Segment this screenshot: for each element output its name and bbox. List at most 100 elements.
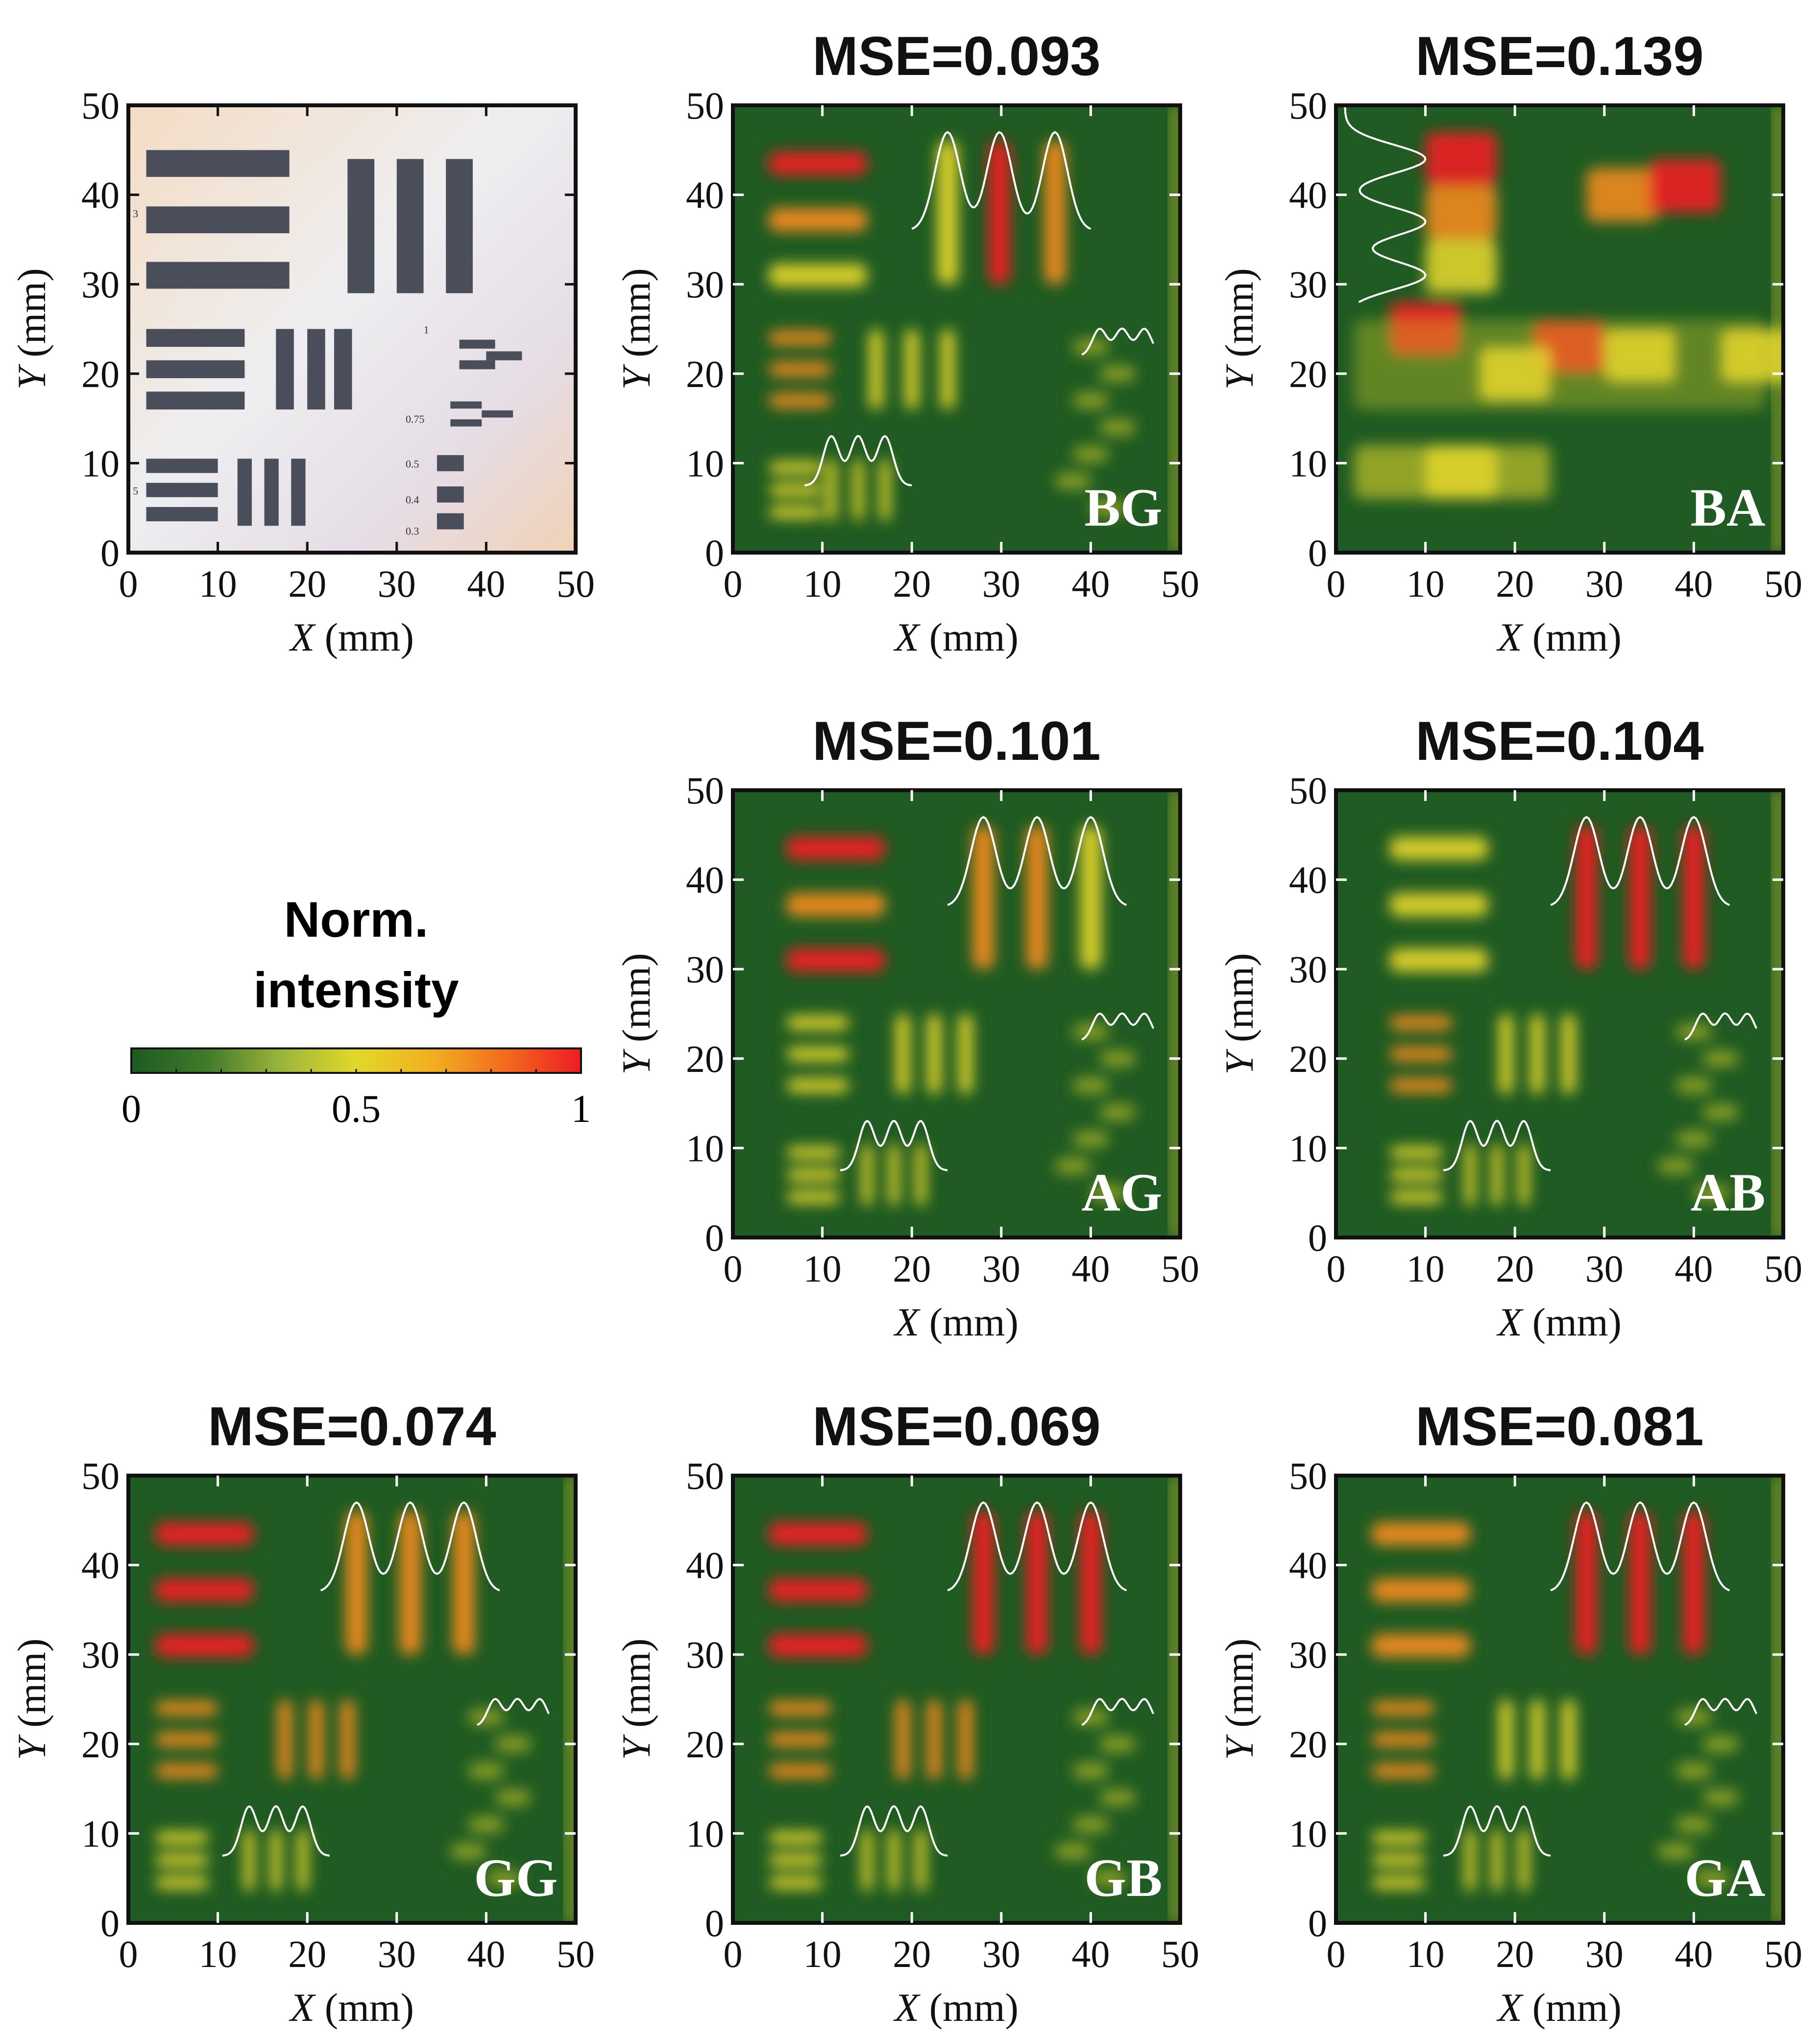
y-tick-label: 50: [1289, 1455, 1327, 1497]
heat-blob: [1055, 473, 1091, 489]
heat-blob: [1372, 1522, 1470, 1546]
heat-blob: [769, 1522, 867, 1546]
x-tick-label: 10: [199, 562, 237, 605]
heat-blob: [1072, 1763, 1109, 1779]
y-tick-label: 10: [686, 1812, 724, 1855]
y-tick-label: 50: [686, 1455, 724, 1497]
intensity-profile: [911, 131, 1092, 230]
intensity-profile: [1344, 105, 1427, 303]
intensity-profile: [947, 816, 1127, 906]
photo-target-label: 0.3: [406, 525, 419, 537]
photo-target-label: 0.75: [406, 413, 425, 425]
x-tick-label: 30: [982, 562, 1020, 605]
heat-blob: [1372, 1634, 1470, 1657]
heat-blob: [1354, 445, 1551, 499]
target-bar: [146, 150, 290, 177]
x-tick-label: 30: [1585, 1247, 1624, 1290]
y-tick-label: 0: [100, 1902, 120, 1944]
y-tick-label: 0: [705, 1902, 724, 1944]
y-tick-label: 40: [1289, 174, 1327, 217]
heat-blob: [155, 1854, 209, 1867]
heat-blob: [1072, 1816, 1109, 1833]
heat-blob: [769, 1634, 867, 1657]
heat-blob: [786, 836, 885, 860]
y-tick-label: 20: [1289, 1038, 1327, 1080]
heat-blob: [786, 893, 885, 917]
x-tick-label: 30: [982, 1247, 1020, 1290]
x-tick-label: 10: [199, 1933, 237, 1975]
target-bar: [450, 419, 482, 427]
x-tick-label: 10: [803, 1933, 842, 1975]
target-bar: [291, 459, 306, 526]
colorbar-title-line1: Norm.: [284, 892, 429, 947]
heat-blob: [769, 208, 867, 232]
colorbar-tick-label-0.5: 0.5: [332, 1088, 381, 1131]
heat-blob: [869, 329, 883, 410]
y-tick-label: 50: [1289, 769, 1327, 812]
heat-blob: [1576, 826, 1598, 970]
target-bar: [482, 410, 513, 418]
axes-frame: [731, 103, 1182, 555]
target-bar: [146, 360, 245, 378]
heat-blob: [786, 1191, 841, 1204]
x-tick-label: 40: [1071, 1933, 1110, 1975]
x-tick-label: 40: [1071, 1247, 1110, 1290]
x-tick-label: 10: [1407, 562, 1445, 605]
heat-blob: [1389, 1146, 1444, 1159]
heat-blob: [1354, 320, 1766, 410]
y-tick-label: 50: [686, 84, 724, 127]
axes-frame: [731, 1474, 1182, 1925]
intensity-profile: [1684, 1698, 1758, 1726]
panel-ba: BA MSE=0.139 00 10 10 20 20 30 30 40 40 50 50 X (mm) Y…: [1217, 25, 1802, 659]
edge-glow: [1774, 790, 1783, 1238]
heat-blob: [468, 1816, 504, 1833]
edge-glow: [1171, 1476, 1180, 1923]
edge-glow: [1171, 790, 1180, 1238]
target-bar: [396, 159, 424, 293]
heat-blob: [1658, 1843, 1694, 1860]
y-tick-label: 30: [1289, 948, 1327, 991]
target-bar: [146, 459, 218, 473]
intensity-profile: [222, 1805, 330, 1857]
heat-blob: [1099, 1789, 1136, 1806]
intensity-profile: [477, 1698, 550, 1726]
panel-label-bg: BG: [1085, 478, 1163, 537]
x-tick-label: 40: [1071, 562, 1110, 605]
photo-target-label: 0.5: [406, 458, 419, 470]
target-bar: [146, 329, 245, 347]
axes-frame: [1334, 788, 1785, 1239]
heat-blob: [896, 1699, 910, 1780]
heat-blob: [1072, 1709, 1109, 1725]
heat-blob: [769, 151, 867, 175]
axes-frame: [1334, 103, 1785, 555]
heat-blob: [270, 1829, 282, 1892]
y-tick-label: 50: [81, 1455, 120, 1497]
heat-blob: [972, 1511, 995, 1655]
x-tick-label: 30: [378, 1933, 416, 1975]
heat-blob: [495, 1736, 531, 1752]
intensity-profile: [840, 1119, 948, 1171]
heat-blob: [1072, 392, 1109, 409]
heat-blob: [1586, 168, 1658, 222]
heat-blob: [1683, 1511, 1705, 1655]
heat-blob: [1389, 948, 1488, 972]
target-bar: [437, 513, 464, 530]
heat-blob: [769, 331, 831, 345]
heat-blob: [1530, 1699, 1545, 1780]
heat-blob: [1658, 1158, 1694, 1174]
heat-blob: [450, 1843, 486, 1860]
intensity-profile: [1081, 327, 1155, 356]
heat-blob: [1675, 1709, 1712, 1725]
heat-blob: [1629, 826, 1651, 970]
heat-blob: [1072, 339, 1109, 355]
intensity-profile: [1550, 816, 1730, 906]
intensity-profile: [1081, 1012, 1155, 1041]
y-tick-label: 40: [686, 1544, 724, 1587]
target-bar: [446, 159, 473, 293]
heat-blob: [769, 1876, 823, 1889]
y-tick-label: 0: [100, 532, 120, 574]
y-tick-label: 0: [705, 1216, 724, 1259]
intensity-profile: [1443, 1119, 1551, 1171]
y-tick-label: 0: [705, 532, 724, 574]
panel-label-gb: GB: [1085, 1848, 1163, 1908]
